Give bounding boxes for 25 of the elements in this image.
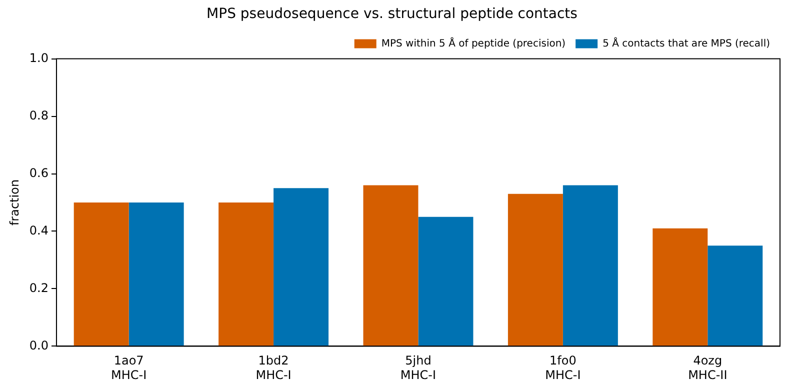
y-tick-label: 1.0	[29, 50, 48, 65]
x-tick-label: 1bd2 MHC-I	[256, 354, 292, 382]
y-tick-label: 0.0	[29, 338, 48, 352]
x-tick-label: 5jhd MHC-I	[400, 354, 436, 382]
bar	[708, 246, 763, 346]
x-tick-label: 1ao7 MHC-I	[111, 354, 147, 382]
bar	[652, 228, 708, 346]
y-tick-label: 0.2	[29, 280, 48, 295]
legend-label: MPS within 5 Å of peptide (precision)	[381, 36, 566, 50]
x-tick-label: 4ozg MHC-II	[688, 354, 728, 382]
y-axis-title: fraction	[7, 179, 22, 226]
x-tick-label: 1fo0 MHC-I	[545, 354, 581, 382]
y-tick-label: 0.6	[29, 166, 48, 180]
bar	[562, 185, 618, 346]
y-tick-label: 0.4	[29, 223, 48, 238]
y-tick-label: 0.8	[29, 108, 48, 122]
bar	[274, 188, 329, 346]
bar	[508, 194, 563, 346]
chart-title: MPS pseudosequence vs. structural peptide contacts	[206, 6, 578, 22]
bar	[218, 202, 274, 346]
bar	[128, 202, 184, 346]
bar	[74, 202, 129, 346]
bar	[363, 185, 418, 346]
legend-label: 5 Å contacts that are MPS (recall)	[602, 36, 770, 50]
bar	[418, 216, 474, 346]
